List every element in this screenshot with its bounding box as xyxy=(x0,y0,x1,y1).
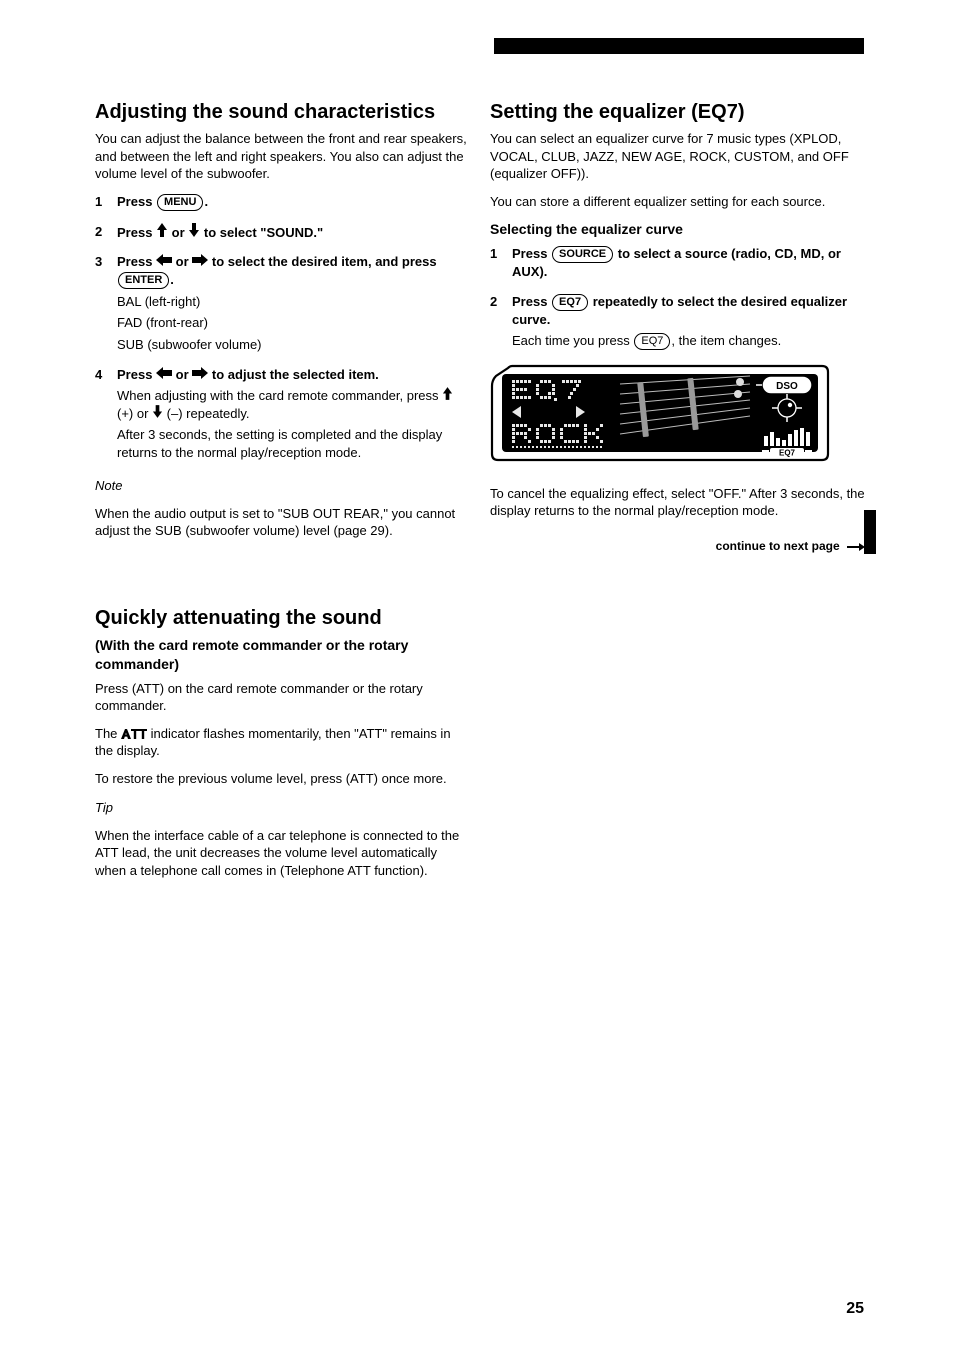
step-text: Press xyxy=(117,254,156,269)
arrow-down-icon xyxy=(152,405,163,418)
right-column: Setting the equalizer (EQ7) You can sele… xyxy=(490,100,865,530)
intro-sound-characteristics: You can adjust the balance between the f… xyxy=(95,130,470,183)
continue-text: continue to next page xyxy=(716,539,840,553)
enter-button-label: ENTER xyxy=(118,272,169,289)
option: SUB (subwoofer volume) xyxy=(117,336,470,354)
step-num: 3 xyxy=(95,253,117,357)
continue-next-page: continue to next page xyxy=(716,538,865,554)
step-2: 2 Press EQ7 repeatedly to select the des… xyxy=(490,293,865,355)
step-num: 1 xyxy=(95,193,117,215)
option: FAD (front-rear) xyxy=(117,314,470,332)
header-black-bar xyxy=(494,38,864,54)
source-button-label: SOURCE xyxy=(552,246,613,263)
step-text: Press xyxy=(117,225,156,240)
note-text: When the audio output is set to "SUB OUT… xyxy=(95,505,470,540)
arrow-up-icon xyxy=(442,387,453,400)
step-text: to select the xyxy=(212,254,291,269)
step-desc: When adjusting with the card remote comm… xyxy=(117,388,442,403)
step-desc: After 3 seconds, the setting is complete… xyxy=(117,426,470,461)
step-text: . xyxy=(170,272,174,287)
arrow-left-icon xyxy=(156,254,172,266)
step-text: Press xyxy=(117,367,156,382)
step-4: 4 Press or to adjust the selected item. … xyxy=(95,366,470,466)
arrow-right-icon xyxy=(192,367,208,379)
eq7-button-label: EQ7 xyxy=(634,333,670,350)
note-heading: Note xyxy=(95,477,470,495)
step-num: 2 xyxy=(95,223,117,246)
eq7-button-label: EQ7 xyxy=(552,294,588,311)
subheading-select-curve: Selecting the equalizer curve xyxy=(490,220,865,239)
tip-heading: Tip xyxy=(95,799,470,817)
svg-text:EQ7: EQ7 xyxy=(779,449,796,458)
att-instruction: Press (ATT) on the card remote commander… xyxy=(95,680,470,715)
page-edge-tab xyxy=(864,510,876,554)
heading-sound-characteristics: Adjusting the sound characteristics xyxy=(95,100,470,124)
step-text: or xyxy=(176,367,193,382)
step-text: Press xyxy=(512,294,551,309)
eq7-cancel: To cancel the equalizing effect, select … xyxy=(490,485,865,520)
step-text: desired item, and press xyxy=(291,254,436,269)
step-desc: (+) or xyxy=(117,406,152,421)
step-text: or xyxy=(172,225,189,240)
step-text: or xyxy=(176,254,193,269)
att-desc: The xyxy=(95,726,121,741)
step-num: 1 xyxy=(490,245,512,285)
step-num: 2 xyxy=(490,293,512,355)
option: BAL (left-right) xyxy=(117,293,470,311)
eq7-intro2: You can store a different equalizer sett… xyxy=(490,193,865,211)
step-text: to adjust the selected item. xyxy=(212,367,379,382)
step-desc: (–) repeatedly. xyxy=(167,406,250,421)
step-2: 2 Press or to select "SOUND." xyxy=(95,223,470,246)
arrow-down-icon xyxy=(188,223,200,237)
att-desc: indicator flashes momentarily, then "ATT… xyxy=(95,726,451,759)
subheading-commander: (With the card remote commander or the r… xyxy=(95,636,470,674)
step-text: to select "SOUND." xyxy=(204,225,323,240)
arrow-left-icon xyxy=(156,367,172,379)
heading-attenuating: Quickly attenuating the sound xyxy=(95,606,470,630)
step-num: 4 xyxy=(95,366,117,466)
step-1: 1 Press MENU. xyxy=(95,193,470,215)
tip-text: When the interface cable of a car teleph… xyxy=(95,827,470,880)
step-1: 1 Press SOURCE to select a source (radio… xyxy=(490,245,865,285)
left-column: Adjusting the sound characteristics You … xyxy=(95,100,470,890)
page-number: 25 xyxy=(846,1300,864,1318)
arrow-right-icon xyxy=(192,254,208,266)
step-3: 3 Press or to select the desired item, a… xyxy=(95,253,470,357)
lcd-display: DSO xyxy=(490,364,865,467)
step-text: Press xyxy=(512,246,551,261)
menu-button-label: MENU xyxy=(157,194,203,211)
att-restore: To restore the previous volume level, pr… xyxy=(95,770,470,788)
step-text: Press xyxy=(117,194,156,209)
step-text: . xyxy=(204,194,208,209)
arrow-right-icon xyxy=(847,542,865,552)
heading-eq7: Setting the equalizer (EQ7) xyxy=(490,100,865,124)
eq7-intro: You can select an equalizer curve for 7 … xyxy=(490,130,865,183)
step-desc: , the item changes. xyxy=(671,333,781,348)
arrow-up-icon xyxy=(156,223,168,237)
att-icon xyxy=(121,728,147,740)
svg-text:DSO: DSO xyxy=(776,381,798,392)
step-desc: Each time you press xyxy=(512,333,633,348)
